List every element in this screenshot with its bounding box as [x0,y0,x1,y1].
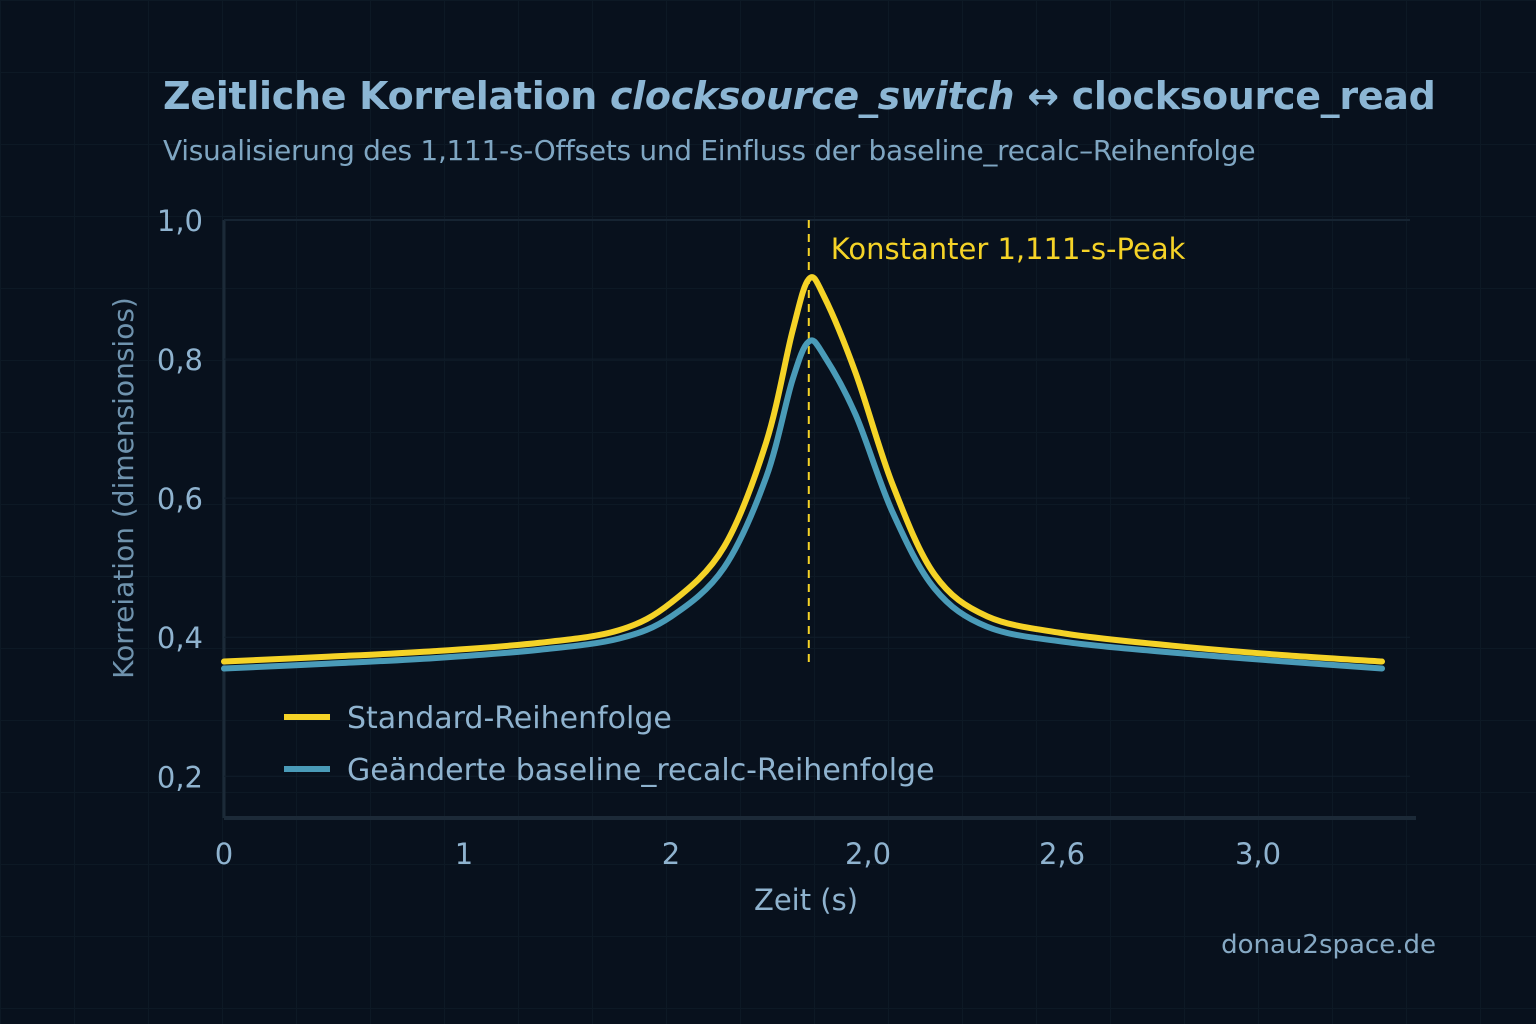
x-axis-label: Zeit (s) [754,883,858,917]
y-tick-label: 0,2 [157,760,203,794]
series-line-changed [221,337,1385,672]
peak-annotation: Konstanter 1,111-s-Peak [831,232,1186,266]
chart-subtitle: Visualisierung des 1,111-s-Offsets und E… [163,134,1256,167]
x-tick-label: 2,0 [845,837,891,871]
legend-label: Standard-Reihenfolge [347,701,672,736]
y-tick-label: 1,0 [157,204,203,238]
x-tick-label: 1 [455,837,473,871]
title-prefix: Zeitliche Korrelation [163,74,610,118]
y-tick-label: 0,4 [157,621,203,655]
x-tick-label: 0 [215,837,233,871]
watermark: donau2space.de [1221,930,1436,960]
y-tick-label: 0,8 [157,343,203,377]
series-line-standard [221,274,1385,665]
x-tick-label: 2 [662,837,680,871]
chart-title: Zeitliche Korrelation clocksource_switch… [163,74,1436,118]
title-italic: clocksource_switch [609,74,1015,118]
y-tick-label: 0,6 [157,482,203,516]
title-suffix: ↔ clocksource_read [1014,74,1436,118]
x-tick-label: 2,6 [1039,837,1085,871]
x-tick-label: 3,0 [1235,837,1281,871]
y-axis-label: Korreiation (dimensionsios) [107,297,140,679]
legend-label: Geänderte baseline_recalc-Reihenfolge [347,753,935,788]
